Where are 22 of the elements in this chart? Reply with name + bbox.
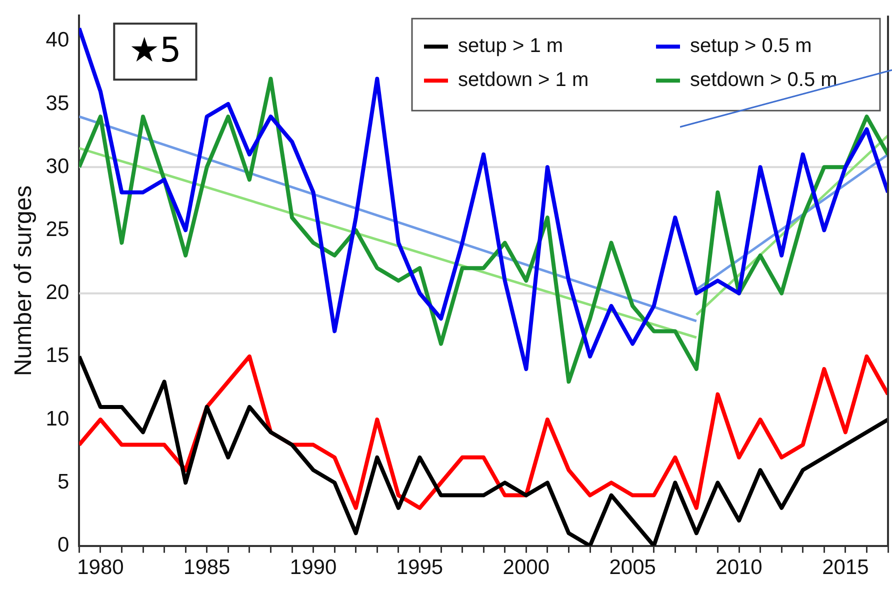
x-tick-label: 2015 <box>822 556 869 580</box>
y-tick-label: 10 <box>46 407 70 430</box>
annotation: ★5 <box>129 30 182 70</box>
legend-label: setup > 1 m <box>458 35 564 58</box>
y-tick-label: 40 <box>46 28 70 52</box>
x-tick-label: 1995 <box>396 556 444 580</box>
x-tick-label: 1990 <box>290 556 337 580</box>
y-tick-label: 25 <box>46 218 70 241</box>
x-tick-label: 2000 <box>502 556 550 580</box>
y-axis-title: Number of surges <box>10 185 38 376</box>
y-tick-label: 35 <box>46 92 70 115</box>
x-tick-label: 1985 <box>184 556 230 580</box>
x-tick-label: 2005 <box>609 556 656 580</box>
legend-label: setdown > 1 m <box>458 69 589 92</box>
y-tick-label: 20 <box>46 281 70 304</box>
y-tick-label: 30 <box>46 154 70 178</box>
x-tick-label: 2010 <box>716 556 762 580</box>
y-tick-label: 5 <box>57 470 70 494</box>
y-tick-label: 0 <box>57 534 70 557</box>
legend-label: setup > 0.5 m <box>690 35 812 58</box>
y-tick-label: 15 <box>46 344 70 368</box>
x-tick-label: 1980 <box>77 556 124 580</box>
